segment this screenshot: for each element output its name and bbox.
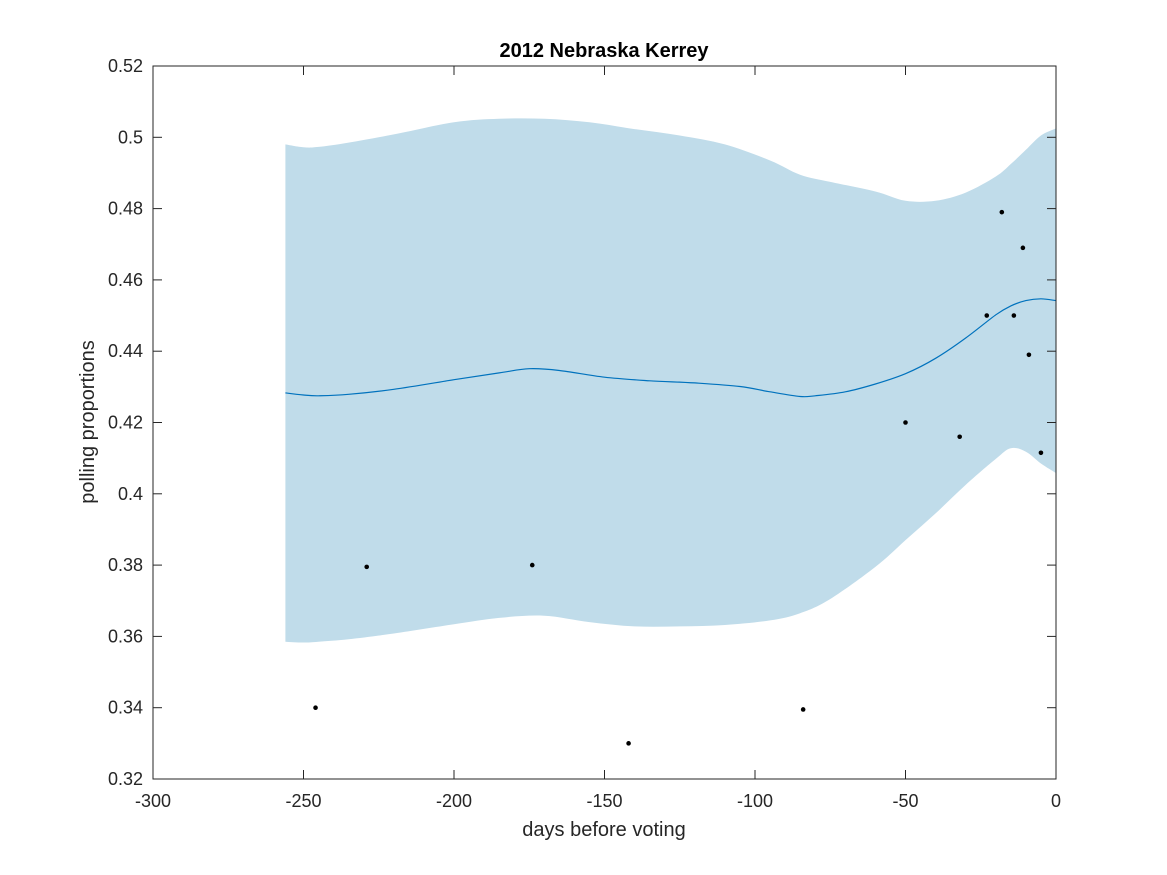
y-tick-label: 0.42 bbox=[108, 413, 143, 433]
y-tick-label: 0.46 bbox=[108, 270, 143, 290]
y-tick-label: 0.34 bbox=[108, 698, 143, 718]
x-tick-label: -50 bbox=[892, 791, 918, 811]
y-tick-label: 0.44 bbox=[108, 341, 143, 361]
axis-ticks-layer: -300 -250 -200 -150 -100 -50 0 0.32 0.34 0.36 0.38… bbox=[108, 56, 1061, 811]
poll-point bbox=[1011, 313, 1017, 318]
poll-point bbox=[999, 209, 1005, 215]
y-tick-label: 0.36 bbox=[108, 626, 143, 646]
y-tick-label: 0.38 bbox=[108, 555, 143, 575]
y-tick-label: 0.52 bbox=[108, 56, 143, 76]
x-tick-label: -150 bbox=[586, 791, 622, 811]
confidence-band bbox=[285, 118, 1056, 643]
confidence-band-layer bbox=[285, 118, 1056, 643]
poll-point bbox=[800, 707, 806, 712]
chart-title: 2012 Nebraska Kerrey bbox=[499, 40, 709, 62]
poll-point bbox=[1038, 450, 1044, 456]
poll-point bbox=[626, 741, 631, 746]
mean-line-layer bbox=[285, 298, 1057, 398]
poll-point bbox=[903, 420, 908, 425]
x-tick-label: 0 bbox=[1051, 791, 1061, 811]
poll-point bbox=[957, 434, 962, 440]
x-tick-label: -200 bbox=[436, 791, 472, 811]
x-tick-label: -100 bbox=[737, 791, 773, 811]
y-tick-label: 0.32 bbox=[108, 769, 143, 789]
y-axis-label: polling proportions bbox=[77, 340, 99, 503]
poll-points-layer bbox=[313, 209, 1044, 746]
y-tick-label: 0.4 bbox=[118, 484, 143, 504]
poll-point bbox=[364, 564, 370, 570]
mean-line bbox=[285, 298, 1057, 398]
poll-point bbox=[313, 705, 318, 710]
x-tick-label: -250 bbox=[285, 791, 321, 811]
poll-point bbox=[1026, 352, 1032, 358]
poll-point bbox=[1020, 245, 1026, 251]
x-axis-label: days before voting bbox=[522, 819, 685, 841]
poll-point bbox=[984, 313, 990, 318]
y-tick-label: 0.5 bbox=[118, 127, 143, 147]
poll-point bbox=[529, 562, 535, 568]
x-tick-label: -300 bbox=[135, 791, 171, 811]
y-tick-label: 0.48 bbox=[108, 199, 143, 219]
